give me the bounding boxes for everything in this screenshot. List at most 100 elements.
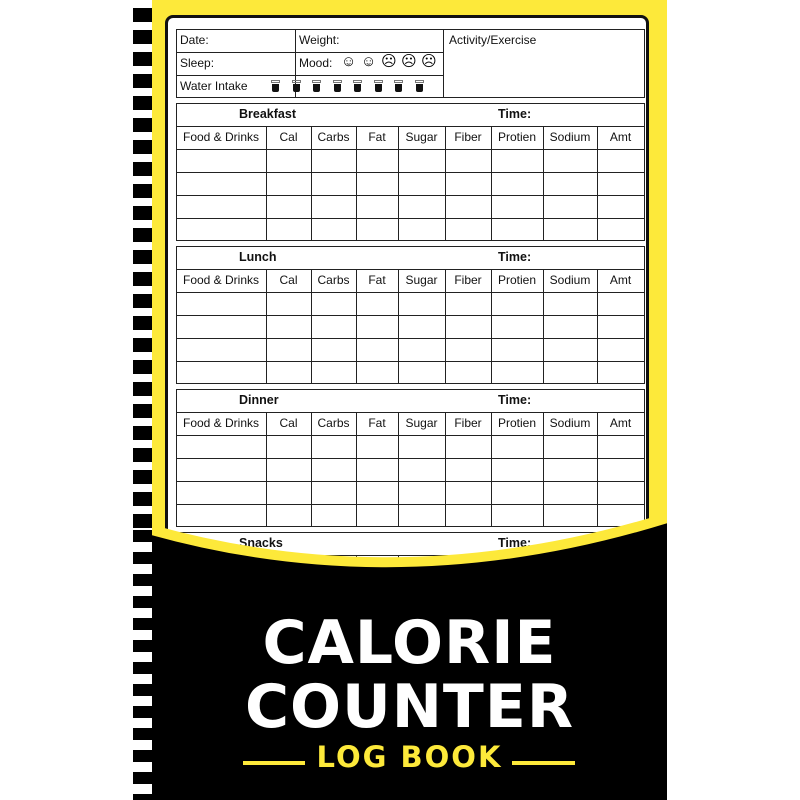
column-header: Fat xyxy=(368,130,386,144)
column-header: Amt xyxy=(609,130,632,144)
column-divider xyxy=(543,269,544,384)
column-divider xyxy=(398,269,399,384)
meal-name: Lunch xyxy=(239,250,277,264)
column-header: Sodium xyxy=(549,130,591,144)
column-header: Food & Drinks xyxy=(182,273,260,287)
water-intake-label: Water Intake xyxy=(180,79,248,93)
column-header: Protien xyxy=(497,130,537,144)
column-header: Fiber xyxy=(454,130,482,144)
column-divider xyxy=(398,412,399,527)
column-header: Food & Drinks xyxy=(182,416,260,430)
sad-face-icon[interactable]: ☹ xyxy=(401,53,417,70)
column-header: Fat xyxy=(368,416,386,430)
column-divider xyxy=(311,412,312,527)
column-divider xyxy=(311,126,312,241)
very-sad-face-icon[interactable]: ☹ xyxy=(421,53,437,70)
column-header: Protien xyxy=(497,273,537,287)
column-header: Protien xyxy=(497,416,537,430)
column-header: Cal xyxy=(279,416,298,430)
column-divider xyxy=(266,269,267,384)
sleep-label: Sleep: xyxy=(180,56,215,70)
daily-info-table xyxy=(176,29,645,98)
subtitle-rule-right xyxy=(512,761,575,765)
weight-label: Weight: xyxy=(299,33,340,47)
spiral-binding-lower xyxy=(133,530,152,800)
column-header: Fat xyxy=(368,273,386,287)
slightly-sad-face-icon[interactable]: ☹ xyxy=(381,53,397,70)
column-divider xyxy=(445,126,446,241)
water-glass-icon[interactable] xyxy=(312,80,321,92)
row-divider xyxy=(176,172,645,173)
column-divider xyxy=(597,269,598,384)
row-divider xyxy=(176,361,645,362)
row-divider xyxy=(176,338,645,339)
meal-name: Breakfast xyxy=(239,107,296,121)
title-line-2: COUNTER xyxy=(244,672,575,742)
subtitle: LOG BOOK xyxy=(316,740,503,774)
meal-time-label: Time: xyxy=(498,393,532,407)
water-glass-icon[interactable] xyxy=(394,80,403,92)
activity-label: Activity/Exercise xyxy=(449,33,537,47)
book-cover: Date: Weight: Activity/Exercise Sleep: M… xyxy=(133,0,667,800)
meal-time-label: Time: xyxy=(498,107,532,121)
neutral-face-icon[interactable]: ☺ xyxy=(361,53,377,70)
row-divider xyxy=(176,555,645,556)
row-divider xyxy=(176,149,645,150)
column-divider xyxy=(491,269,492,384)
row-divider xyxy=(176,292,645,293)
column-header: Carbs xyxy=(317,273,350,287)
column-header: Fiber xyxy=(454,273,482,287)
column-divider xyxy=(398,126,399,241)
water-glass-icon[interactable] xyxy=(291,80,301,92)
column-divider xyxy=(356,412,357,527)
row-divider xyxy=(176,435,645,436)
column-header: Fiber xyxy=(454,416,482,430)
very-happy-face-icon[interactable]: ☺ xyxy=(341,53,357,70)
water-glass-icon[interactable] xyxy=(373,80,383,92)
column-divider xyxy=(356,126,357,241)
column-divider xyxy=(266,412,267,527)
water-glass-icon[interactable] xyxy=(353,80,362,92)
meal-time-label: Time: xyxy=(498,250,532,264)
column-divider xyxy=(266,126,267,241)
water-glass-icon[interactable] xyxy=(271,80,280,92)
column-header: Carbs xyxy=(317,130,350,144)
column-divider xyxy=(491,126,492,241)
column-divider xyxy=(597,412,598,527)
column-header: Sodium xyxy=(549,273,591,287)
date-label: Date: xyxy=(180,33,209,47)
cover-wave xyxy=(150,513,667,800)
column-divider xyxy=(543,126,544,241)
meal-time-label: Time: xyxy=(498,536,532,550)
column-header: Sodium xyxy=(549,416,591,430)
water-glass-icon[interactable] xyxy=(414,80,424,92)
column-header: Amt xyxy=(609,416,632,430)
row-divider xyxy=(176,126,645,127)
column-divider xyxy=(445,269,446,384)
row-divider xyxy=(176,218,645,219)
mood-label: Mood: xyxy=(299,56,333,70)
row-divider xyxy=(176,504,645,505)
column-divider xyxy=(311,269,312,384)
row-divider xyxy=(176,458,645,459)
row-divider xyxy=(176,269,645,270)
column-header: Cal xyxy=(279,273,298,287)
row-divider xyxy=(176,315,645,316)
column-divider xyxy=(445,412,446,527)
column-header: Food & Drinks xyxy=(182,130,260,144)
water-glass-icon[interactable] xyxy=(332,80,342,92)
subtitle-rule-left xyxy=(243,761,305,765)
column-header: Sugar xyxy=(405,130,438,144)
column-divider xyxy=(543,412,544,527)
meal-name: Dinner xyxy=(239,393,279,407)
column-header: Cal xyxy=(279,130,298,144)
column-divider xyxy=(356,269,357,384)
column-divider xyxy=(491,412,492,527)
column-header: Sugar xyxy=(405,416,438,430)
row-divider xyxy=(176,412,645,413)
column-divider xyxy=(597,126,598,241)
row-divider xyxy=(176,195,645,196)
column-header: Amt xyxy=(609,273,632,287)
column-header: Carbs xyxy=(317,416,350,430)
column-header: Sugar xyxy=(405,273,438,287)
